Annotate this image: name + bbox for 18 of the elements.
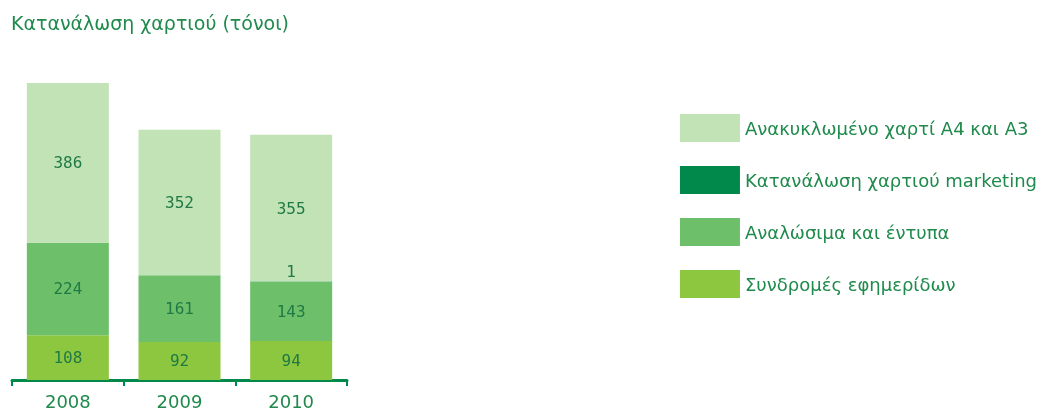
x-tick-label: 2008 (44, 390, 91, 412)
data-label: 352 (165, 193, 194, 213)
data-label: 94 (281, 351, 301, 371)
data-label: 143 (276, 302, 306, 322)
x-tick-label: 2010 (268, 390, 315, 412)
legend-label: Ανακυκλωμένο χαρτί A4 και A3 (744, 117, 1029, 139)
data-label: 224 (53, 279, 83, 299)
data-label: 355 (276, 198, 306, 218)
legend-label: Συνδρομές εφημερίδων (744, 273, 956, 295)
x-tick-label: 2009 (156, 390, 203, 412)
data-label: 386 (53, 153, 83, 173)
data-label: 92 (169, 351, 190, 371)
chart-title: Κατανάλωση χαρτιού (τόνοι) (11, 11, 290, 34)
legend-label: Κατανάλωση χαρτιού marketing (744, 169, 1038, 191)
data-label: 108 (53, 348, 83, 368)
data-label: 1 (286, 262, 296, 282)
data-label: 161 (165, 299, 194, 319)
legend-label: Αναλώσιμα και έντυπα (744, 221, 950, 243)
